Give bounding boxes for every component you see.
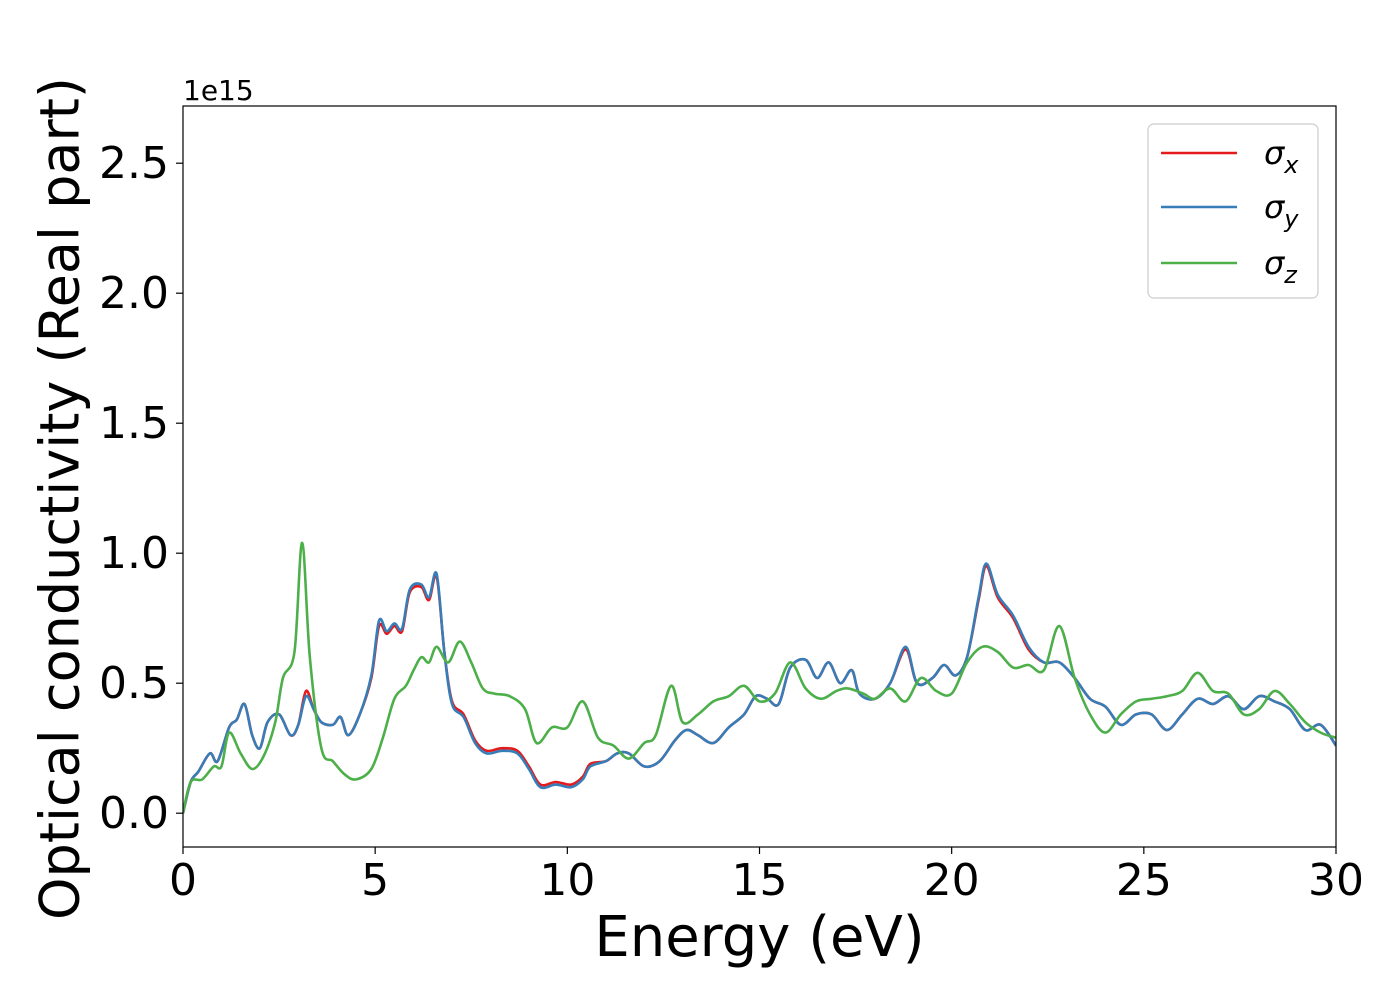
x-axis-label: Energy (eV) [594, 905, 924, 970]
plot-lines [183, 541, 1336, 814]
x-tick-label: 25 [1116, 855, 1172, 906]
y-offset-label: 1e15 [183, 74, 254, 107]
y-tick-label: 2.5 [99, 138, 169, 189]
y-axis-label: Optical conductivity (Real part) [29, 77, 92, 920]
y-tick-label: 0.5 [99, 658, 169, 709]
legend-label: σz [1264, 244, 1298, 289]
legend-box [1147, 123, 1319, 299]
y-axis-ticks: 0.0 0.5 1.0 1.5 2.0 2.5 [99, 138, 183, 839]
sigma-z-line [183, 541, 1336, 814]
sigma-x-line [183, 564, 1336, 814]
x-tick-label: 10 [539, 855, 595, 906]
sigma-y-line [183, 562, 1336, 814]
x-tick-label: 30 [1308, 855, 1364, 906]
x-tick-label: 0 [169, 855, 197, 906]
legend-entry-sigma-z: σz [1161, 244, 1298, 289]
x-tick-label: 15 [732, 855, 788, 906]
x-tick-label: 20 [924, 855, 980, 906]
y-tick-label: 2.0 [99, 268, 169, 319]
y-tick-label: 1.5 [99, 398, 169, 449]
y-tick-label: 0.0 [99, 788, 169, 839]
x-axis-ticks: 0 5 10 15 20 25 30 [169, 847, 1364, 906]
x-tick-label: 5 [361, 855, 389, 906]
y-tick-label: 1.0 [99, 528, 169, 579]
